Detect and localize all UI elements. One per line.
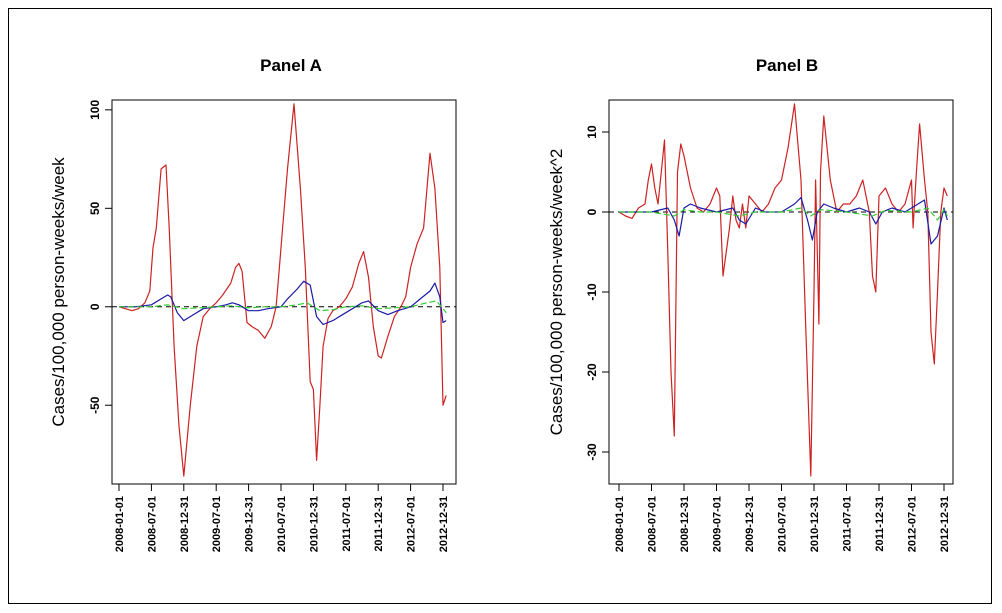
y-axis-label: Cases/100,000 person-weeks/week: [49, 157, 68, 427]
x-tick-label: 2009-12-31: [744, 496, 756, 552]
y-tick-label: 100: [88, 100, 102, 120]
line-chart-panels: Panel A Cases/100,000 person-weeks/week -5…: [49, 56, 954, 552]
x-tick-label: 2012-07-01: [406, 496, 418, 552]
x-tick-label: 2011-12-31: [373, 496, 385, 552]
series-line-2: [619, 207, 948, 221]
x-tick-label: 2008-01-01: [614, 496, 626, 552]
x-tick-label: 2011-07-01: [341, 496, 353, 552]
figure-frame: Panel A Cases/100,000 person-weeks/week -5…: [8, 8, 992, 604]
y-tick-label: -50: [88, 396, 102, 414]
series-line-0: [618, 103, 948, 477]
y-tick-label: 50: [88, 201, 102, 215]
x-tick-label: 2008-12-31: [179, 496, 191, 552]
x-tick-label: 2009-07-01: [712, 496, 724, 552]
x-tick-label: 2012-07-01: [907, 496, 919, 552]
y-tick-label: 10: [585, 125, 599, 139]
panel-title: Panel A: [260, 56, 322, 75]
y-tick-label: -30: [585, 443, 599, 461]
plot-area: [608, 99, 954, 485]
plot-area: [111, 99, 457, 485]
x-tick-label: 2008-07-01: [146, 496, 158, 552]
y-axis-label: Cases/100,000 person-weeks/week^2: [547, 149, 566, 436]
x-tick-label: 2010-07-01: [276, 496, 288, 552]
y-tick-label: -20: [585, 363, 599, 381]
y-tick-label: 0: [88, 303, 102, 310]
x-tick-label: 2010-07-01: [777, 496, 789, 552]
x-tick-label: 2008-01-01: [114, 496, 126, 552]
x-tick-label: 2010-12-31: [308, 496, 320, 552]
panel-title: Panel B: [756, 56, 818, 75]
series-line-1: [119, 280, 447, 326]
x-tick-label: 2012-12-31: [939, 496, 951, 552]
y-tick-label: -10: [585, 283, 599, 301]
x-tick-label: 2012-12-31: [438, 496, 450, 552]
series-line-0: [118, 103, 447, 477]
x-tick-label: 2010-12-31: [809, 496, 821, 552]
x-tick-label: 2008-07-01: [647, 496, 659, 552]
series-line-2: [119, 300, 447, 314]
x-tick-label: 2009-12-31: [244, 496, 256, 552]
x-tick-label: 2009-07-01: [211, 496, 223, 552]
x-tick-label: 2011-07-01: [842, 496, 854, 552]
x-tick-label: 2011-12-31: [874, 496, 886, 552]
y-tick-label: 0: [585, 208, 599, 215]
x-tick-label: 2008-12-31: [679, 496, 691, 552]
series-line-1: [619, 197, 948, 245]
